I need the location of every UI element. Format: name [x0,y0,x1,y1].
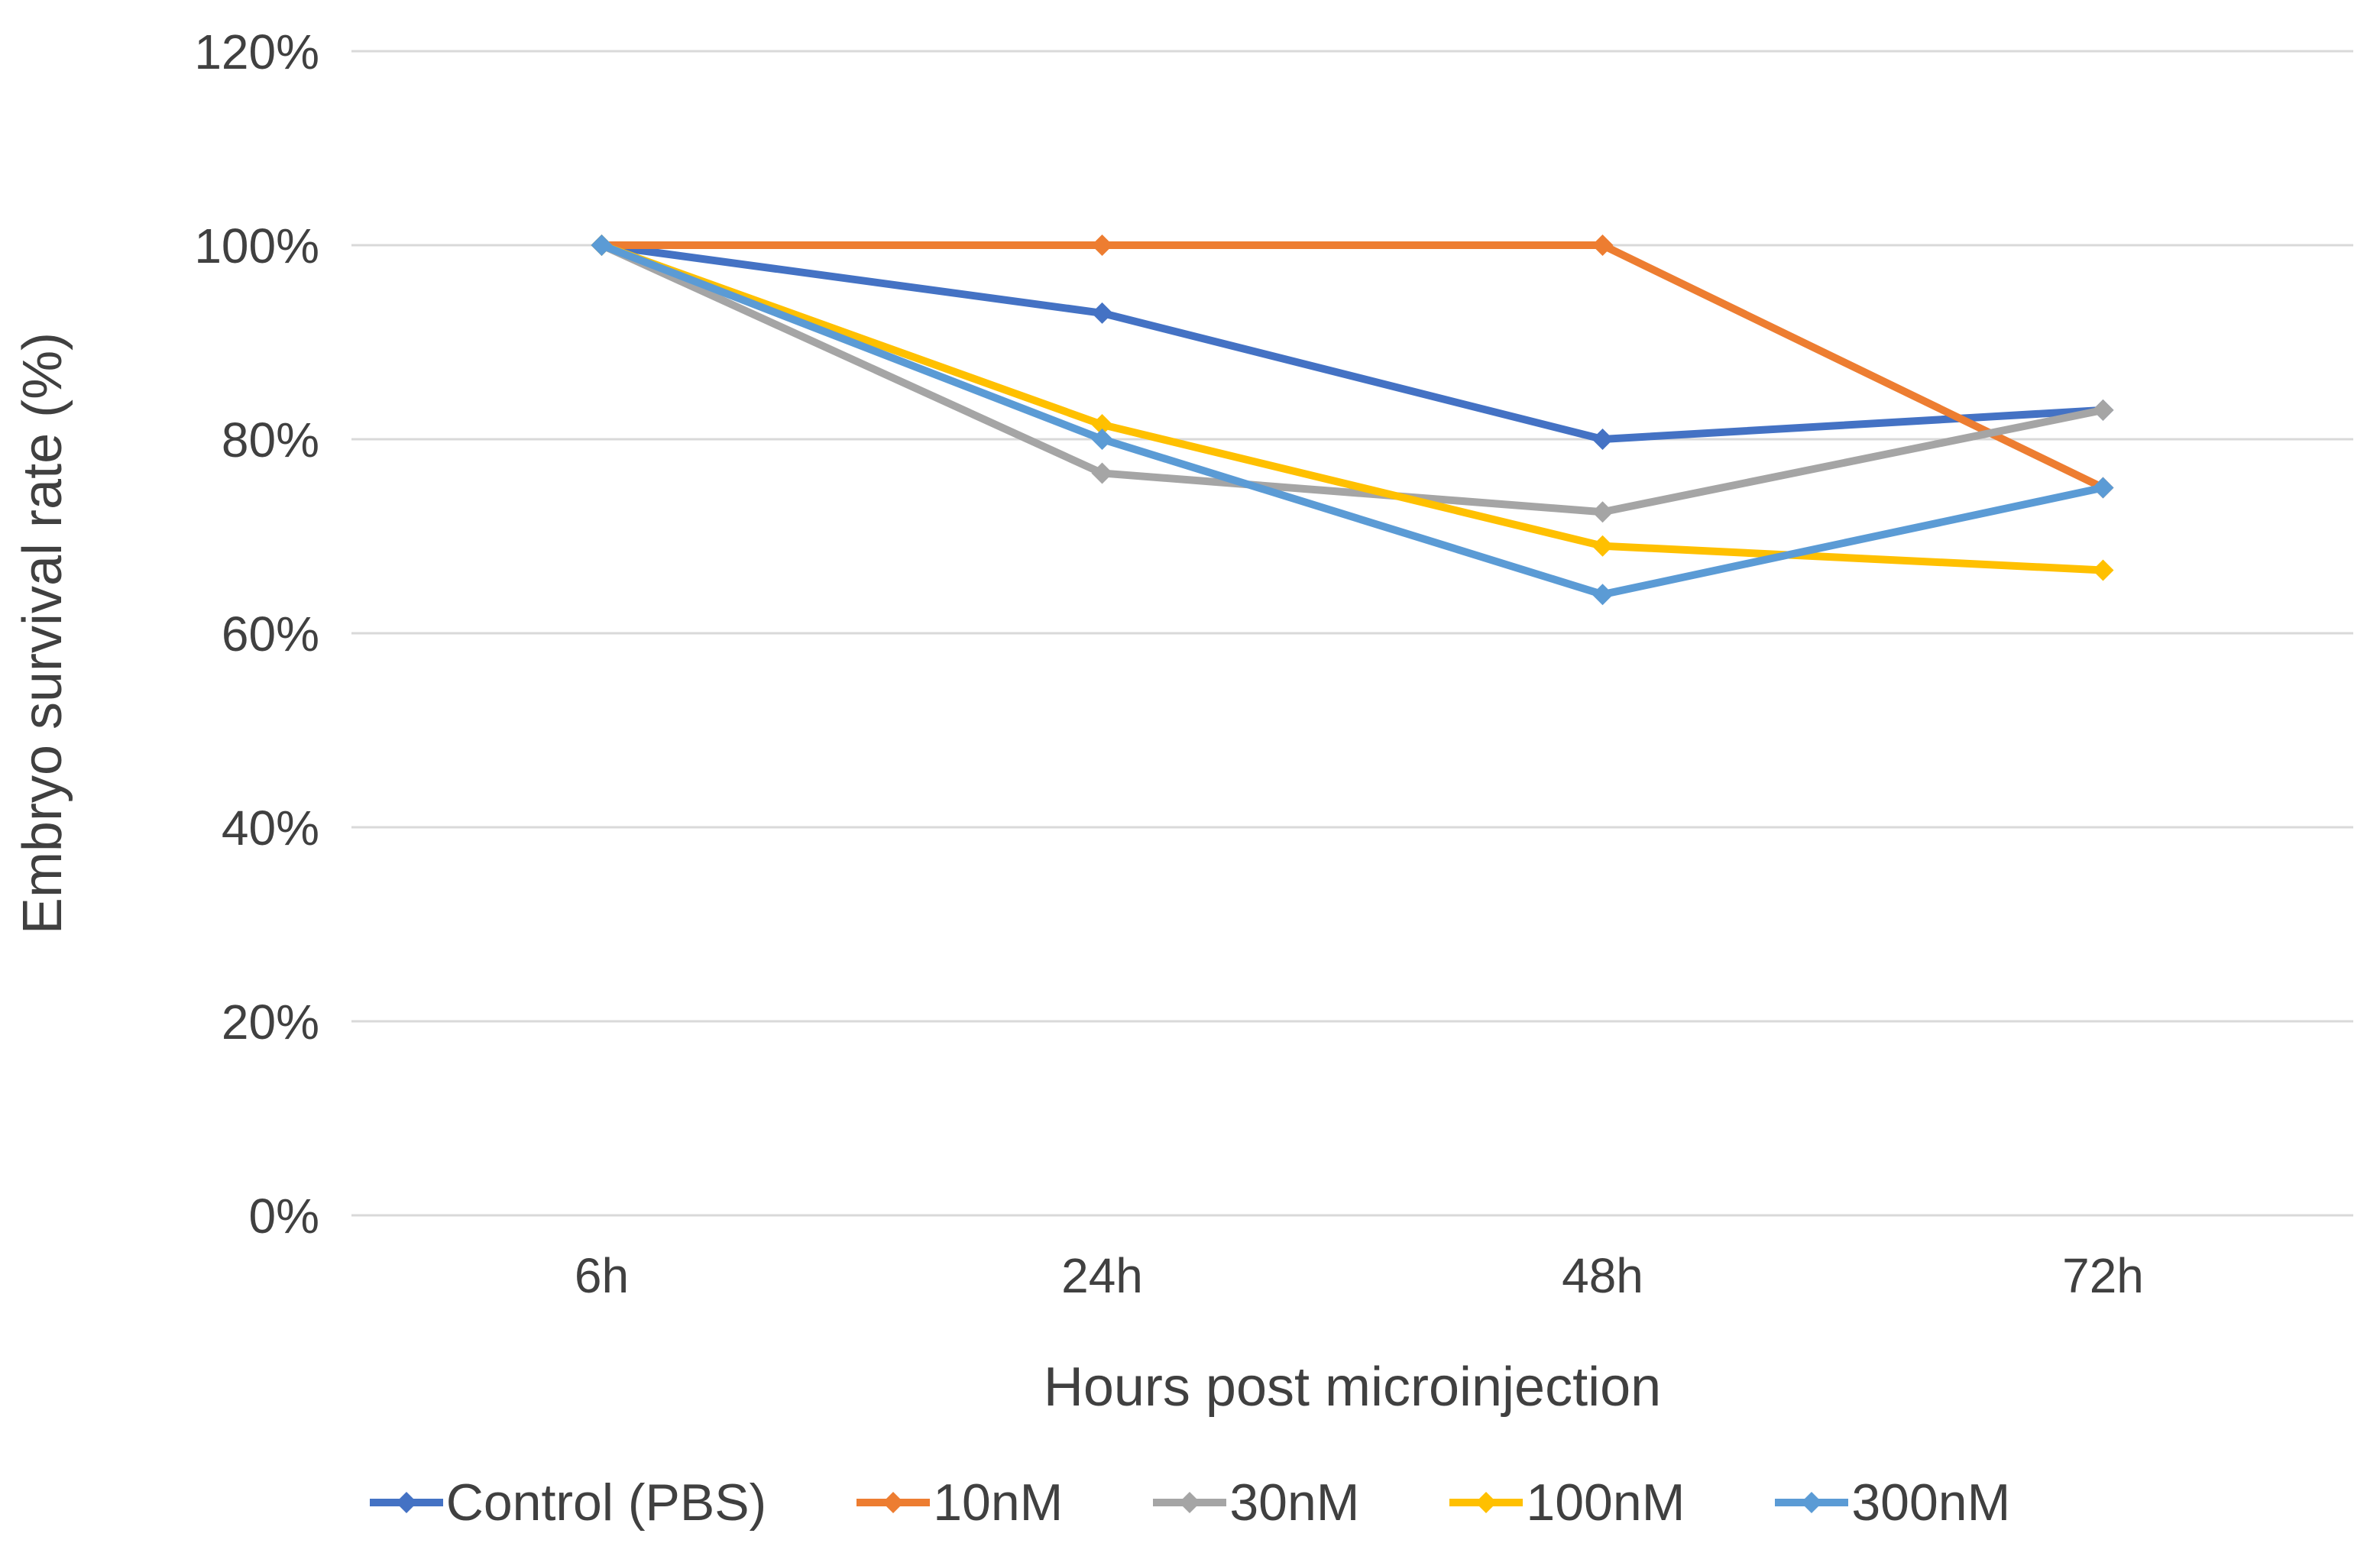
series-line [597,241,2107,516]
y-axis-tick-label: 0% [249,1189,320,1244]
plot-series [591,235,2114,606]
legend-marker-icon [1449,1492,1524,1513]
x-axis-title: Hours post microinjection [1044,1357,1661,1418]
data-point-marker [1091,413,1113,435]
legend-item-label: 100nM [1526,1474,1685,1532]
y-axis-tick-label: 100% [194,218,319,273]
data-point-marker [1592,501,1614,523]
y-axis-tick-label: 120% [194,24,319,79]
legend-marker-icon [369,1492,443,1513]
data-point-marker [1091,429,1113,450]
legend-item-label: 300nM [1851,1474,2011,1532]
data-point-marker [1592,584,1614,606]
y-axis-tick-label: 40% [222,801,319,856]
legend-item-label: 10nM [933,1474,1064,1532]
y-axis-tick-labels: 0% 20% 40% 60% 80% 100% 120% [194,24,319,1244]
series-line [597,241,2107,443]
legend-item-label: Control (PBS) [445,1474,767,1532]
data-point-marker [2092,399,2114,421]
y-axis-title: Embryo survival rate (%) [12,332,73,934]
x-axis-tick-labels: 6h 24h 48h 72h [575,1248,2144,1303]
x-axis-tick-label: 24h [1061,1248,1143,1303]
data-point-marker [1592,429,1614,450]
series-300nm [591,235,2114,606]
data-point-marker [1091,462,1113,484]
y-axis-tick-label: 20% [222,995,319,1050]
legend-item-control-pbs: Control (PBS) [369,1473,767,1532]
legend-item-100nm: 100nM [1449,1473,1685,1532]
y-axis-tick-label: 60% [222,607,319,662]
x-axis-tick-label: 72h [2062,1248,2144,1303]
data-point-marker [2092,477,2114,499]
data-point-marker [2092,559,2114,581]
series-100nm [591,235,2114,581]
data-point-marker [1091,302,1113,324]
legend-item-30nm: 30nM [1153,1473,1359,1532]
x-axis-tick-label: 48h [1562,1248,1643,1303]
x-axis-tick-label: 6h [575,1248,629,1303]
legend-item-label: 30nM [1229,1474,1360,1532]
data-point-marker [591,235,613,256]
legend: Control (PBS) 10nM 30nM 100nM 300nM [0,1473,2380,1532]
data-point-marker [1091,235,1113,256]
legend-marker-icon [1153,1492,1227,1513]
series-line [597,241,2107,492]
legend-item-300nm: 300nM [1775,1473,2010,1532]
legend-item-10nm: 10nM [856,1473,1063,1532]
data-point-marker [1592,235,1614,256]
series-line [597,241,2107,574]
gridlines [351,50,2353,1217]
data-point-marker [1592,535,1614,557]
legend-marker-icon [856,1492,931,1513]
legend-marker-icon [1775,1492,1849,1513]
series-line [597,241,2107,599]
y-axis-tick-label: 80% [222,412,319,467]
